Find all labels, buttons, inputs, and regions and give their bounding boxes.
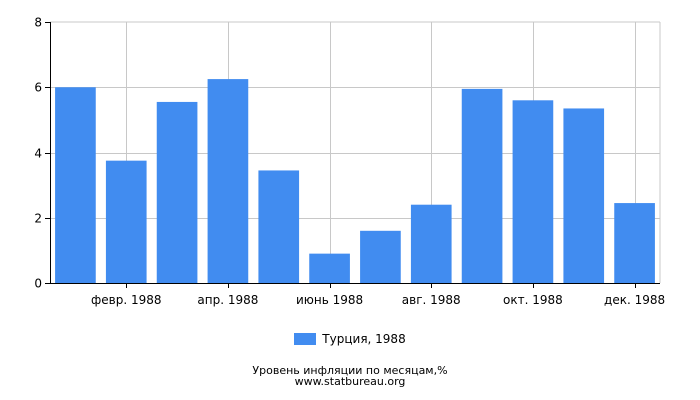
y-tick-label: 4 (34, 147, 42, 161)
chart-title: Уровень инфляции по месяцам,% (252, 364, 448, 377)
legend-swatch (294, 333, 317, 345)
y-tick-label: 6 (34, 81, 42, 95)
x-tick-label: февр. 1988 (91, 293, 162, 307)
x-tick-label: апр. 1988 (197, 293, 258, 307)
bar (105, 160, 147, 283)
bar (156, 101, 198, 284)
bar (55, 87, 96, 283)
x-tick-label: июнь 1988 (296, 293, 363, 307)
bar (461, 88, 503, 283)
bar (258, 170, 300, 283)
x-tick-label: окт. 1988 (503, 293, 563, 307)
y-tick-label: 2 (34, 212, 42, 226)
bar (410, 204, 452, 283)
bar (207, 79, 249, 283)
x-tick-labels: февр. 1988 апр. 1988 июнь 1988 авг. 1988 окт… (91, 293, 665, 307)
y-tick-label: 8 (34, 16, 42, 30)
x-tick-label: дек. 1988 (604, 293, 665, 307)
bar (309, 253, 350, 283)
bar (563, 108, 605, 283)
axes (45, 22, 660, 288)
legend-label: Турция, 1988 (322, 332, 406, 346)
bar (360, 230, 401, 283)
x-tick-label: авг. 1988 (402, 293, 461, 307)
y-tick-labels: 0 2 4 6 8 (34, 16, 42, 291)
bars (55, 79, 655, 284)
y-tick-label: 0 (34, 277, 42, 291)
bar (614, 203, 655, 283)
legend: Турция, 1988 (0, 332, 700, 346)
source-url: www.statbureau.org (294, 375, 406, 388)
bar (512, 100, 554, 283)
